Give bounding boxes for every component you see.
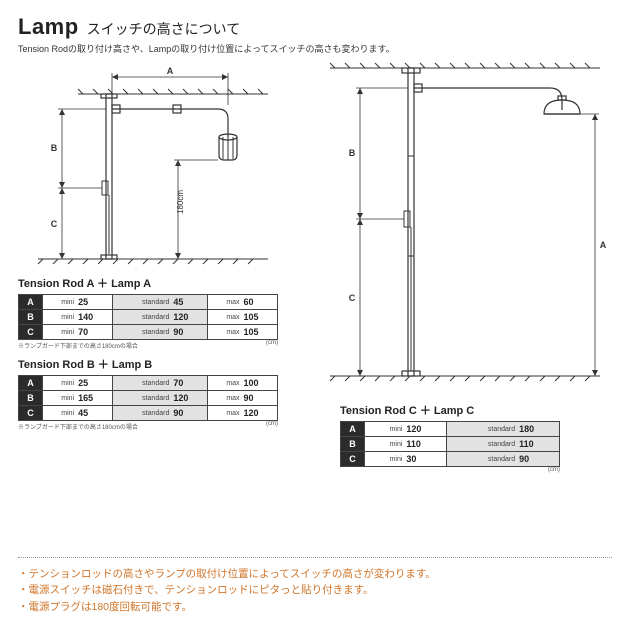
- cell-label: mini: [43, 406, 78, 421]
- cell-label: standard: [112, 376, 172, 391]
- table-a: Tension Rod A ＋ Lamp A Amini25standard45…: [18, 275, 278, 350]
- cell-value: 45: [77, 406, 112, 421]
- note-line: ・電源スイッチは磁石付きで、テンションロッドにピタっと貼り付きます。: [18, 582, 612, 599]
- svg-text:C: C: [51, 219, 58, 229]
- table-row: Amini25standard45max60: [19, 295, 278, 310]
- row-label: C: [341, 452, 365, 467]
- row-label: A: [341, 422, 365, 437]
- cell-label: mini: [43, 376, 78, 391]
- table-row: Cmini45standard90max120: [19, 406, 278, 421]
- cell-value: 105: [243, 325, 278, 340]
- cell-label: standard: [112, 325, 172, 340]
- cell-label: mini: [43, 391, 78, 406]
- cell-value: 110: [405, 437, 446, 452]
- cell-value: 140: [77, 310, 112, 325]
- cell-label: standard: [112, 310, 172, 325]
- cell-label: max: [207, 406, 242, 421]
- cell-value: 90: [172, 406, 207, 421]
- table-c: Tension Rod C ＋ Lamp C Amini120standard1…: [340, 402, 560, 473]
- cell-value: 25: [77, 376, 112, 391]
- row-label: A: [19, 376, 43, 391]
- cell-value: 120: [405, 422, 446, 437]
- notes: ・テンションロッドの高さやランプの取付け位置によってスイッチの高さが変わります。…: [18, 557, 612, 616]
- footnote-b: ※ランプガード下部までの高さ180cmの場合: [18, 422, 138, 431]
- cell-label: mini: [365, 422, 406, 437]
- cell-label: mini: [43, 310, 78, 325]
- cell-value: 120: [172, 391, 207, 406]
- header: Lamp スイッチの高さについて Tension Rodの取り付け高さや、Lam…: [18, 14, 612, 55]
- row-label: C: [19, 406, 43, 421]
- cell-label: mini: [43, 325, 78, 340]
- table-row: Amini120standard180: [341, 422, 560, 437]
- cell-label: max: [207, 325, 242, 340]
- row-label: A: [19, 295, 43, 310]
- svg-text:B: B: [349, 148, 356, 158]
- svg-text:A: A: [600, 240, 607, 250]
- table-title-b: Tension Rod B ＋ Lamp B: [18, 356, 278, 372]
- cell-label: standard: [112, 295, 172, 310]
- cell-value: 30: [405, 452, 446, 467]
- cell-value: 110: [518, 437, 559, 452]
- cell-value: 25: [77, 295, 112, 310]
- table-row: Bmini110standard110: [341, 437, 560, 452]
- table-row: Cmini30standard90: [341, 452, 560, 467]
- cell-value: 70: [77, 325, 112, 340]
- cell-value: 120: [243, 406, 278, 421]
- diagram-right: B C A: [300, 56, 600, 396]
- title-en: Lamp: [18, 14, 79, 40]
- cell-value: 180: [518, 422, 559, 437]
- note-line: ・テンションロッドの高さやランプの取付け位置によってスイッチの高さが変わります。: [18, 566, 612, 583]
- cell-label: standard: [447, 422, 518, 437]
- table-title-c: Tension Rod C ＋ Lamp C: [340, 402, 560, 418]
- footnote-a: ※ランプガード下部までの高さ180cmの場合: [18, 341, 138, 350]
- svg-text:A: A: [167, 66, 174, 76]
- row-label: B: [341, 437, 365, 452]
- cell-label: max: [207, 376, 242, 391]
- cell-label: mini: [43, 295, 78, 310]
- cell-label: max: [207, 310, 242, 325]
- diagram-left: A B C 180cm: [18, 59, 278, 269]
- cell-label: mini: [365, 437, 406, 452]
- row-label: B: [19, 310, 43, 325]
- row-label: B: [19, 391, 43, 406]
- table-b: Tension Rod B ＋ Lamp B Amini25standard70…: [18, 356, 278, 431]
- cell-label: standard: [447, 452, 518, 467]
- note-line: ・電源プラグは180度回転可能です。: [18, 599, 612, 616]
- cell-value: 120: [172, 310, 207, 325]
- svg-text:B: B: [51, 143, 58, 153]
- cell-label: max: [207, 295, 242, 310]
- cell-label: standard: [112, 391, 172, 406]
- cell-label: max: [207, 391, 242, 406]
- cell-value: 105: [243, 310, 278, 325]
- table-row: Bmini165standard120max90: [19, 391, 278, 406]
- cell-label: mini: [365, 452, 406, 467]
- cell-value: 165: [77, 391, 112, 406]
- title-jp: スイッチの高さについて: [87, 19, 241, 39]
- cell-value: 45: [172, 295, 207, 310]
- cell-value: 90: [172, 325, 207, 340]
- table-row: Amini25standard70max100: [19, 376, 278, 391]
- cell-label: standard: [112, 406, 172, 421]
- table-row: Bmini140standard120max105: [19, 310, 278, 325]
- table-title-a: Tension Rod A ＋ Lamp A: [18, 275, 278, 291]
- cell-value: 90: [243, 391, 278, 406]
- row-label: C: [19, 325, 43, 340]
- cell-value: 100: [243, 376, 278, 391]
- subtitle: Tension Rodの取り付け高さや、Lampの取り付け位置によってスイッチの…: [18, 42, 612, 55]
- svg-text:C: C: [349, 293, 356, 303]
- cell-value: 60: [243, 295, 278, 310]
- svg-text:180cm: 180cm: [176, 190, 185, 214]
- cell-value: 90: [518, 452, 559, 467]
- cell-value: 70: [172, 376, 207, 391]
- cell-label: standard: [447, 437, 518, 452]
- table-row: Cmini70standard90max105: [19, 325, 278, 340]
